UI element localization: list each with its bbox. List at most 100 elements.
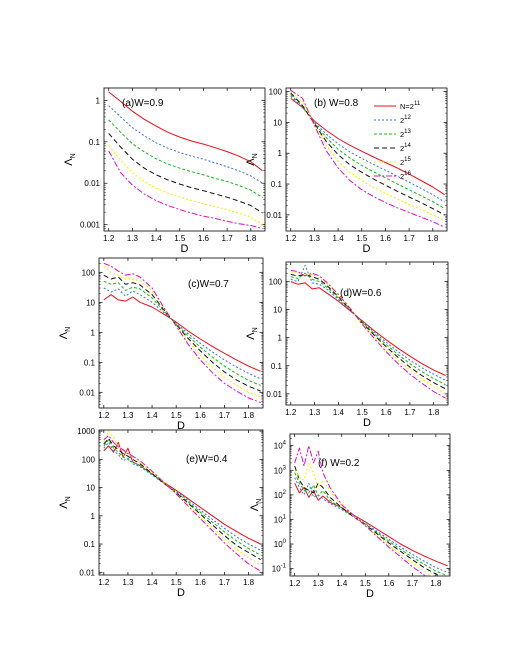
y-tick-label: 102 [274,490,287,500]
series-line-3 [294,472,448,576]
y-tick-label: 100 [274,539,287,549]
series-line-4 [103,274,261,392]
series-line-6 [290,269,446,399]
x-tick-label: 1.8 [427,234,439,243]
y-tick-label: 10 [273,306,282,315]
x-tick-label: 1.8 [243,411,255,420]
series-line-4 [290,92,445,216]
x-tick-label: 1.4 [333,234,345,243]
y-tick-label: 10 [86,484,95,493]
chart-panel-6: 1.2 1.3 1.4 1.5 1.6 1.7 1.8 10-1 100 101 102 103 104… [249,433,451,600]
series-line-5 [290,91,445,222]
legend: N=211 212 213 214 215 216 [374,101,421,181]
x-tick-label: 1.6 [380,408,392,417]
x-tick-label: 1.4 [333,408,345,417]
plot-frame [289,433,451,577]
y-tick-label: 10 [86,298,95,307]
series-line-4 [103,438,261,561]
x-tick-label: 1.7 [404,234,416,243]
chart-panel-2: 1.2 1.3 1.4 1.5 1.6 1.7 1.8 0.01 0.1 1 10 100 (b) W=… [245,87,448,255]
y-tick-label: 0.01 [79,568,95,577]
x-tick-label: 1.2 [289,579,301,588]
series-line-5 [108,145,263,226]
y-tick-label: 100 [82,268,96,277]
x-tick-label: 1.4 [146,578,158,587]
y-tick-label: 1000 [77,427,95,436]
y-tick-label: 0.01 [84,179,100,188]
series-line-3 [290,94,445,210]
chart-panel-5: 1.2 1.3 1.4 1.5 1.6 1.7 1.8 0.01 0.1 1 10 100 1000 (e… [58,427,264,599]
x-tick-label: 1.6 [195,411,207,420]
legend-label: 215 [400,157,412,167]
panel-title: (f) W=0.2 [318,458,360,469]
series-line-4 [294,465,441,576]
series-line-6 [108,150,263,230]
x-axis-label: D [181,243,189,255]
series-line-2 [290,95,445,203]
series-line-1 [294,482,448,567]
x-tick-label: 1.3 [309,408,321,417]
x-tick-label: 1.7 [407,579,419,588]
y-tick-label: 10 [273,118,282,127]
x-tick-label: 1.8 [243,578,255,587]
y-axis-label: ΛN [58,496,72,508]
y-tick-label: 1 [278,334,283,343]
series-line-3 [108,119,263,199]
x-tick-label: 1.3 [127,234,139,243]
x-tick-label: 1.2 [285,234,297,243]
plot-frame [285,87,448,232]
plot-frame [103,87,266,232]
x-tick-label: 1.8 [428,408,440,417]
x-axis-label: D [363,243,371,255]
x-tick-label: 1.6 [198,234,210,243]
chart-panel-4: 1.2 1.3 1.4 1.5 1.6 1.7 1.8 0.01 0.1 1 10 100 (d)W=0… [245,261,449,429]
y-tick-label: 0.01 [266,211,282,220]
y-tick-label: 0.1 [84,358,96,367]
y-tick-label: 104 [274,441,287,451]
x-tick-label: 1.5 [174,234,186,243]
legend-label: N=211 [400,101,421,111]
y-tick-label: 1 [91,512,96,521]
x-tick-label: 1.4 [146,411,158,420]
y-axis-label: ΛN [63,153,77,165]
panel-title: (d)W=0.6 [340,288,382,299]
x-tick-label: 1.5 [171,411,183,420]
x-tick-label: 1.2 [98,578,110,587]
x-tick-label: 1.6 [383,579,395,588]
series-line-1 [290,98,445,196]
y-tick-label: 0.01 [266,390,282,399]
x-tick-label: 1.5 [360,579,372,588]
x-tick-label: 1.2 [98,411,110,420]
series-line-1 [103,294,261,372]
series-line-2 [290,264,446,381]
series-line-5 [103,265,261,398]
legend-label: 212 [400,115,412,125]
chart-panel-1: 1.2 1.3 1.4 1.5 1.6 1.7 1.8 0.001 0.01 0.1 1 (a)W=0… [63,87,266,255]
series-line-3 [103,280,261,386]
panel-title: (b) W=0.8 [314,98,359,109]
x-axis-label: D [363,417,371,429]
y-axis-label: ΛN [58,327,72,339]
y-tick-label: 100 [269,278,283,287]
panel-title: (e)W=0.4 [186,454,228,465]
y-tick-label: 1 [278,149,283,158]
series-line-5 [294,462,434,576]
y-axis-label: ΛN [245,327,259,339]
x-axis-label: D [177,587,185,599]
x-tick-label: 1.5 [357,408,369,417]
y-axis-label: ΛN [249,499,263,511]
x-tick-label: 1.2 [103,234,115,243]
y-tick-label: 103 [274,465,287,475]
y-tick-label: 100 [269,88,283,97]
x-tick-label: 1.7 [222,234,234,243]
series-line-6 [103,262,261,404]
x-tick-label: 1.3 [309,234,321,243]
y-tick-label: 1 [96,96,101,105]
x-tick-label: 1.7 [219,411,231,420]
panel-title: (a)W=0.9 [122,98,164,109]
x-axis-label: D [366,588,374,600]
x-tick-label: 1.8 [430,579,442,588]
x-tick-label: 1.7 [219,578,231,587]
y-tick-label: 0.01 [79,388,95,397]
